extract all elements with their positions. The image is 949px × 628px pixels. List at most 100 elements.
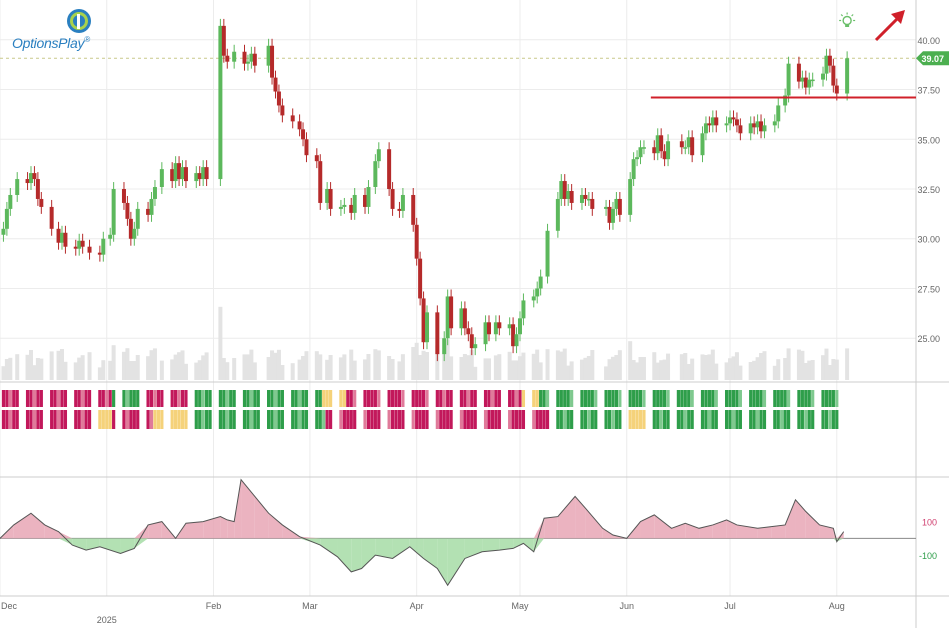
oscillator-pos-fill — [533, 518, 545, 539]
volume-bar — [559, 351, 564, 380]
lightbulb-ray — [840, 14, 844, 17]
candle — [63, 232, 68, 247]
oscillator-pos-fill — [13, 513, 31, 539]
rating-cell — [711, 390, 715, 407]
rating-cell — [39, 410, 43, 429]
rating-cell — [652, 410, 656, 429]
candle — [4, 208, 9, 229]
rating-cell — [304, 390, 309, 407]
candle — [15, 179, 20, 195]
candle — [242, 51, 247, 64]
volume-bar — [586, 356, 591, 380]
rating-cell — [759, 410, 763, 429]
candle — [614, 198, 619, 209]
volume-bar — [204, 352, 209, 380]
rating-cell — [15, 390, 19, 407]
rating-cell — [425, 390, 429, 407]
rating-cell — [735, 390, 739, 407]
candle — [807, 79, 812, 88]
candle — [273, 77, 278, 92]
rating-cell — [63, 390, 68, 407]
volume-bar — [679, 354, 684, 380]
rating-cell — [449, 390, 453, 407]
candle — [180, 167, 185, 180]
volume-bar — [517, 356, 522, 380]
rating-cell — [328, 410, 333, 429]
lightbulb-globe — [842, 15, 852, 26]
oscillator-neg-fill — [375, 538, 393, 559]
rating-cell — [98, 410, 102, 429]
rating-cell — [594, 390, 598, 407]
rating-cell — [587, 390, 591, 407]
volume-bar — [641, 357, 646, 380]
oscillator-neg-fill — [134, 538, 149, 549]
rating-cell — [487, 410, 491, 429]
rating-cell — [184, 390, 188, 407]
oscillator-pos-fill — [819, 524, 834, 539]
volume-bar — [776, 359, 781, 380]
rating-cell — [174, 390, 178, 407]
rating-cell — [325, 390, 329, 407]
candle — [610, 208, 615, 223]
x-tick-label: Dec — [1, 601, 18, 611]
volume-bar — [297, 359, 302, 380]
candle — [724, 123, 729, 126]
candle — [232, 51, 237, 62]
rating-cell — [590, 390, 594, 407]
candle — [349, 204, 354, 213]
rating-cell — [539, 410, 543, 429]
rating-cell — [315, 410, 319, 429]
rating-cell — [129, 410, 133, 429]
rating-cell — [153, 390, 157, 407]
rating-cell — [387, 410, 391, 429]
oscillator-pos-fill — [805, 511, 820, 539]
volume-bar — [469, 349, 474, 380]
rating-cell — [835, 410, 839, 429]
volume-bar — [700, 354, 705, 380]
candle — [483, 322, 488, 345]
candle — [418, 258, 423, 299]
x-tick-label: Apr — [410, 601, 424, 611]
rating-cell — [824, 410, 829, 429]
candle — [270, 45, 275, 78]
volume-bar — [273, 352, 278, 380]
candle — [35, 179, 40, 199]
rating-cell — [446, 410, 450, 429]
rating-cell — [63, 410, 68, 429]
candle — [824, 55, 829, 74]
x-tick-label: Mar — [302, 601, 318, 611]
candle — [301, 129, 306, 140]
rating-cell — [494, 410, 498, 429]
rating-cell — [411, 410, 415, 429]
rating-cell — [98, 390, 102, 407]
current-price-tag — [916, 51, 949, 66]
rating-cell — [12, 410, 16, 429]
rating-cell — [39, 390, 43, 407]
oscillator-pos-fill — [227, 519, 235, 539]
candle — [363, 194, 368, 207]
rating-cell — [60, 390, 64, 407]
rating-cell — [218, 410, 222, 429]
volume-bar — [197, 360, 202, 380]
rating-cell — [700, 390, 705, 407]
volume-bar — [194, 362, 199, 380]
candle — [414, 224, 419, 259]
candle — [125, 202, 130, 219]
rating-cell — [297, 410, 302, 429]
volume-bar — [397, 361, 402, 380]
volume-bar — [755, 357, 760, 380]
volume-bar — [652, 352, 657, 380]
rating-cell — [559, 390, 563, 407]
rating-cell — [112, 390, 116, 407]
volume-bar — [731, 356, 736, 380]
rating-cell — [280, 410, 284, 429]
rating-cell — [387, 390, 391, 407]
candle — [366, 187, 371, 207]
rating-cell — [604, 390, 608, 407]
candle — [149, 198, 154, 215]
rating-cell — [156, 410, 161, 429]
candle — [373, 161, 378, 188]
volume-bar — [786, 348, 791, 380]
rating-cell — [277, 390, 281, 407]
rating-cell — [5, 390, 9, 407]
